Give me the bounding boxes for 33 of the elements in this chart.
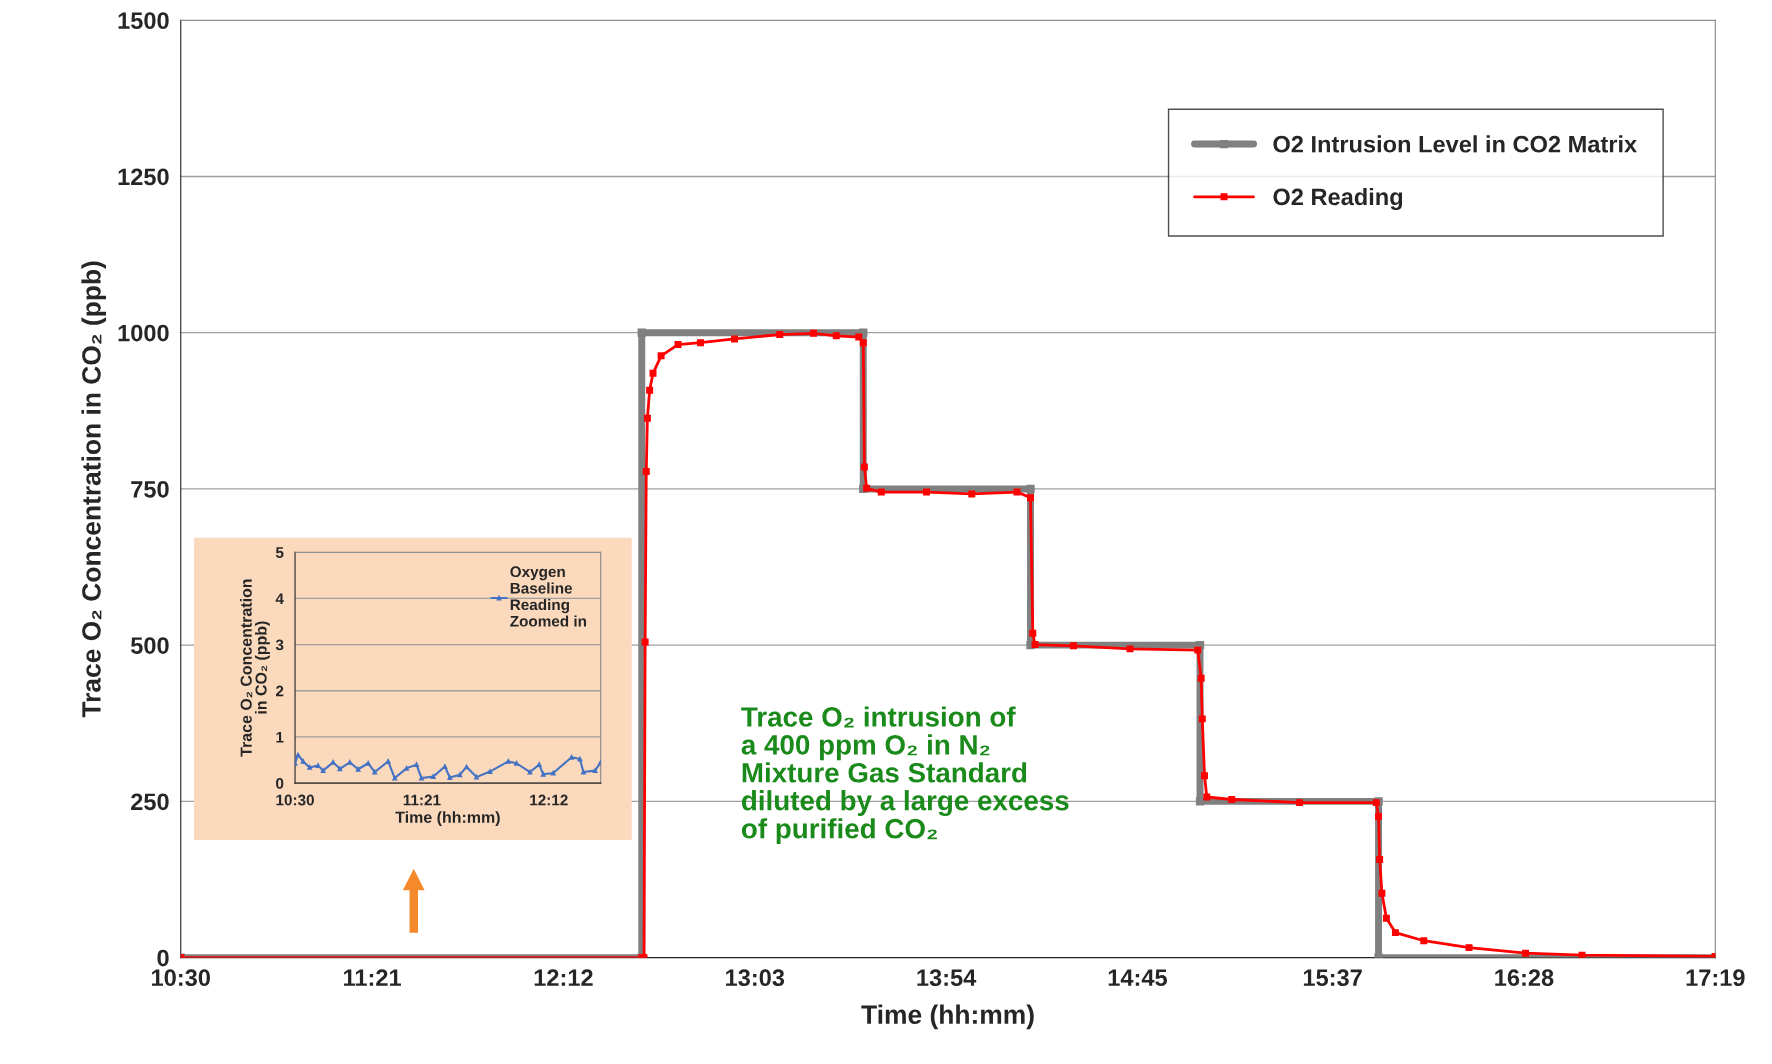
x-axis-title: Time (hh:mm): [395, 811, 500, 827]
legend-label: O2 Reading: [1273, 187, 1403, 211]
y-tick-label: 0: [157, 949, 169, 967]
x-tick-label: 17:19: [1686, 969, 1745, 987]
y-tick-label: 4: [275, 593, 284, 604]
x-tick-label: 12:12: [530, 794, 568, 806]
y-tick-label: 750: [131, 480, 169, 498]
x-tick-label: 15:37: [1303, 969, 1362, 987]
y-axis-title: Trace O₂ Concentration in CO₂ (ppb): [240, 579, 270, 757]
y-tick-label: 1250: [118, 168, 169, 186]
x-tick-label: 14:45: [1108, 969, 1167, 987]
y-tick-label: 1500: [118, 12, 169, 29]
x-tick-label: 12:12: [534, 969, 593, 986]
y-tick-label: 5: [275, 547, 284, 558]
legend-label: Oxygen Baseline Reading Zoomed in: [510, 566, 587, 627]
y-tick-label: 1: [276, 731, 284, 743]
annotation: Trace O₂ intrusion of a 400 ppm O₂ in N₂ Mixture Gas Standard diluted by a large excess of purified CO₂: [741, 706, 1069, 845]
x-tick-label: 13:03: [726, 969, 785, 987]
x-tick-label: 10:30: [276, 794, 314, 806]
x-tick-label: 10:30: [152, 969, 210, 987]
y-axis-title: Trace O₂ Concentration in CO₂ (ppb): [81, 261, 106, 718]
x-tick-label: 16:28: [1495, 969, 1554, 987]
x-tick-label: 11:21: [344, 969, 401, 986]
y-tick-label: 1000: [118, 324, 169, 342]
y-tick-label: 250: [131, 793, 169, 811]
legend-label: O2 Intrusion Level in CO2 Matrix: [1273, 135, 1637, 153]
y-tick-label: 3: [275, 639, 284, 651]
x-tick-label: 13:54: [917, 969, 977, 987]
y-tick-label: 0: [276, 777, 284, 789]
y-tick-label: 2: [275, 685, 284, 697]
x-axis-title: Time (hh:mm): [861, 1004, 1034, 1030]
y-tick-label: 500: [130, 637, 169, 654]
x-tick-label: 11:21: [403, 794, 441, 806]
